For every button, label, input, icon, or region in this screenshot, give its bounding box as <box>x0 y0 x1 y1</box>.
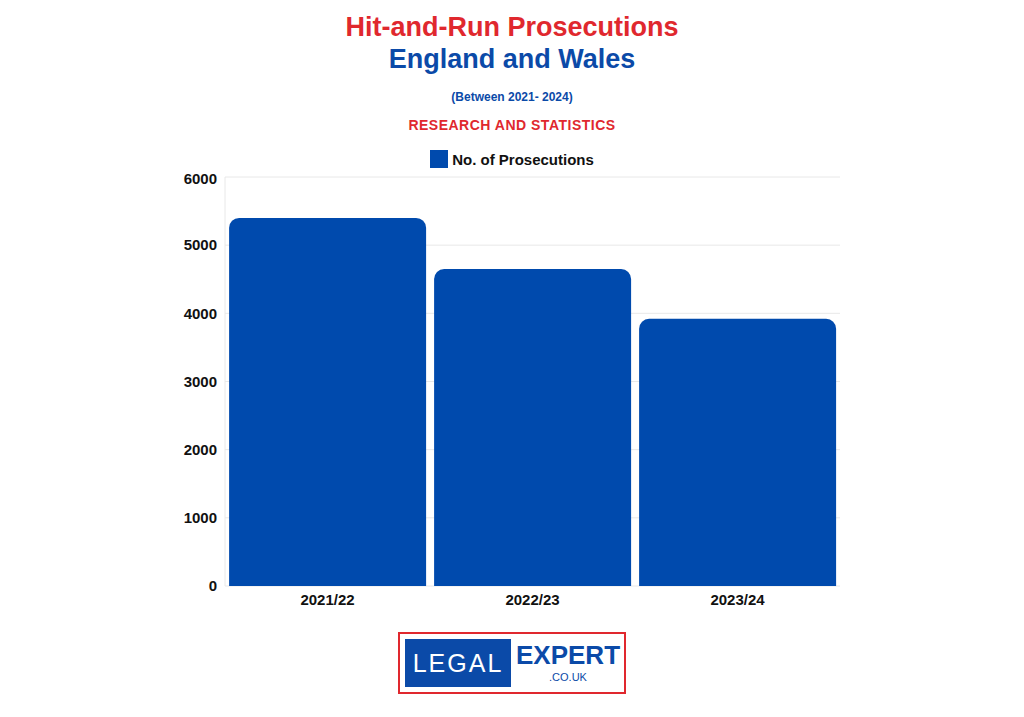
html-text:Hit-and-Run Prosecutions: Hit-and-Run Prosecutions <box>345 12 679 42</box>
html-text:EXPERT: EXPERT <box>516 640 620 670</box>
svg-text:6000: 6000 <box>184 170 217 187</box>
svg-text:0: 0 <box>209 577 217 594</box>
html-text:.CO.UK: .CO.UK <box>549 671 587 683</box>
svg-text:4000: 4000 <box>184 305 217 322</box>
svg-text:2022/23: 2022/23 <box>505 591 559 608</box>
svg-text:2000: 2000 <box>184 441 217 458</box>
html-text:RESEARCH AND STATISTICS: RESEARCH AND STATISTICS <box>408 117 616 133</box>
svg-text:3000: 3000 <box>184 373 217 390</box>
html-text:No. of Prosecutions: No. of Prosecutions <box>452 150 594 168</box>
html-text:England and Wales: England and Wales <box>388 44 636 74</box>
html-text:LEGAL: LEGAL <box>412 648 504 677</box>
html-text:(Between 2021- 2024): (Between 2021- 2024) <box>451 90 573 104</box>
svg-text:2021/22: 2021/22 <box>300 591 354 608</box>
svg-text:2023/24: 2023/24 <box>710 591 765 608</box>
svg-text:5000: 5000 <box>184 236 217 253</box>
svg-text:1000: 1000 <box>184 509 217 526</box>
